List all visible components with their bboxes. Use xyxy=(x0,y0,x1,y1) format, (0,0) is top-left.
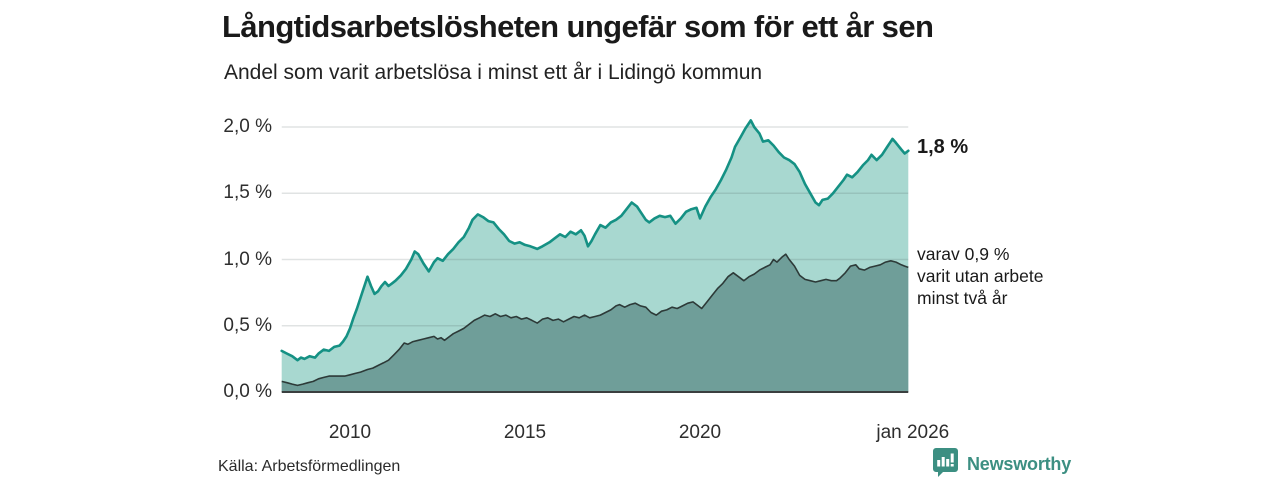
x-tick-label: jan 2026 xyxy=(876,422,950,443)
newsworthy-wordmark: Newsworthy xyxy=(967,453,1072,474)
x-tick-label: 2020 xyxy=(678,422,722,443)
secondary-series-label: varav 0,9 % varit utan arbete minst två … xyxy=(917,243,1087,309)
x-tick-label: 2015 xyxy=(503,422,547,443)
latest-value-label: 1,8 % xyxy=(917,136,969,158)
area-unemployed-two-years xyxy=(281,254,909,392)
line-unemployed-one-year xyxy=(280,119,910,362)
y-tick-label: 1,0 % xyxy=(223,248,272,270)
secondary-label-line-2: varit utan arbete xyxy=(917,266,1044,286)
page-title: Långtidsarbetslösheten ungefär som för e… xyxy=(222,9,934,44)
line-unemployed-two-years xyxy=(281,253,909,387)
source-attribution: Källa: Arbetsförmedlingen xyxy=(218,458,401,475)
y-tick-label: 1,5 % xyxy=(223,182,272,204)
y-tick-label: 0,5 % xyxy=(223,314,272,336)
secondary-label-line-3: minst två år xyxy=(917,288,1008,308)
y-tick-label: 0,0 % xyxy=(223,381,272,402)
secondary-label-line-1: varav 0,9 % xyxy=(917,244,1010,264)
chart-subtitle: Andel som varit arbetslösa i minst ett å… xyxy=(224,61,763,84)
x-tick-label: 2010 xyxy=(328,422,372,443)
y-tick-label: 2,0 % xyxy=(223,116,272,137)
newsworthy-brand: Newsworthy xyxy=(932,447,1072,482)
newsworthy-logo-icon xyxy=(932,447,959,482)
